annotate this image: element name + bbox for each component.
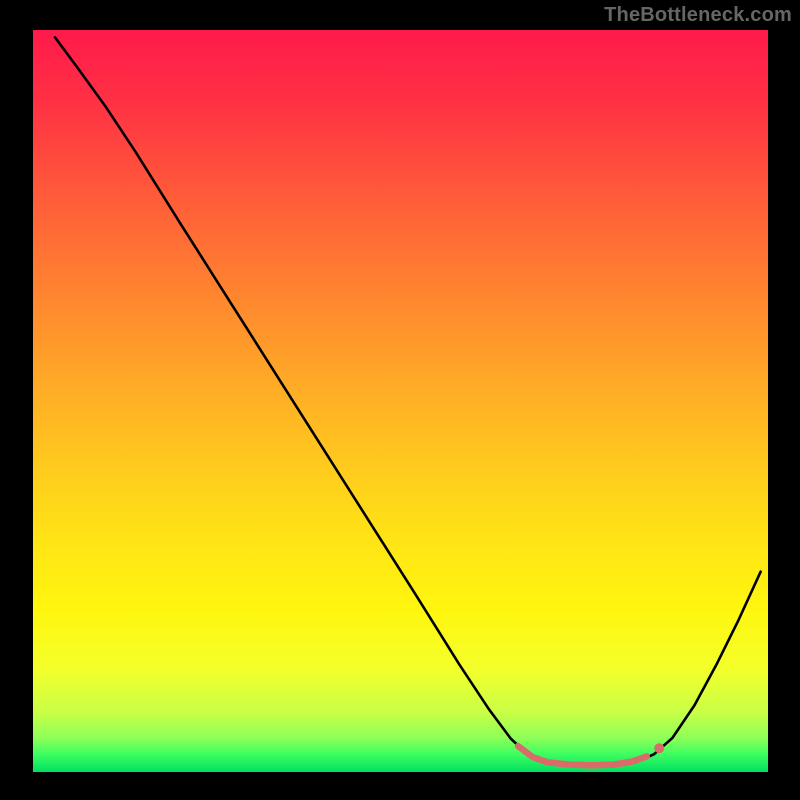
watermark-text: TheBottleneck.com bbox=[604, 4, 792, 27]
bottleneck-curve-chart bbox=[33, 30, 768, 772]
chart-container: { "watermark": { "text": "TheBottleneck.… bbox=[0, 0, 800, 800]
optimal-range-end-marker bbox=[654, 743, 664, 753]
plot-background-gradient bbox=[33, 30, 768, 772]
